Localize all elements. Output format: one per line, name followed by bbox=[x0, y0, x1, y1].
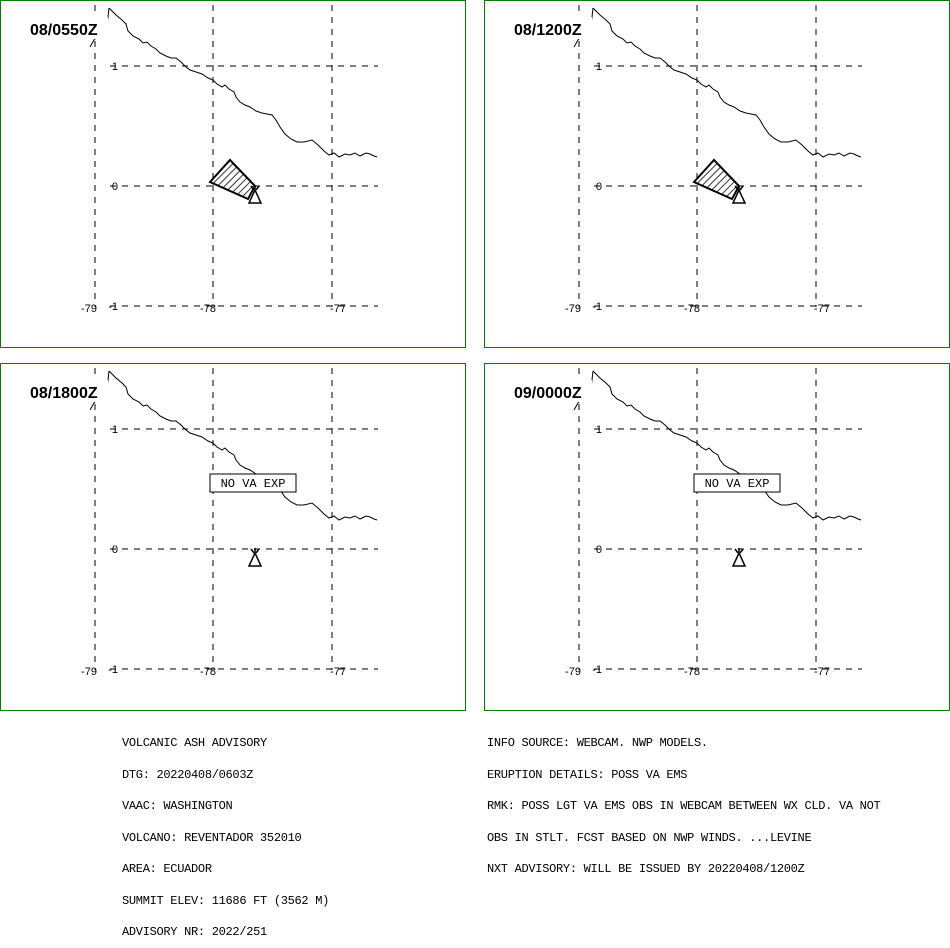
advisory-line: NXT ADVISORY: WILL BE ISSUED BY 20220408… bbox=[487, 862, 805, 876]
latitude-label: 0 bbox=[112, 544, 118, 556]
no-va-text: NO VA EXP bbox=[705, 477, 770, 491]
advisory-line: VAAC: WASHINGTON bbox=[122, 799, 233, 813]
map-panel: 1 0 -1 -79 -78 -77 08/1800Z NO VA EXP bbox=[0, 363, 466, 711]
advisory-line: ADVISORY NR: 2022/251 bbox=[122, 925, 267, 939]
advisory-line: ERUPTION DETAILS: POSS VA EMS bbox=[487, 767, 688, 782]
panel-time-title: 08/1200Z bbox=[514, 22, 582, 39]
panel-frame bbox=[484, 363, 950, 711]
advisory-line: AREA: ECUADOR bbox=[122, 862, 212, 876]
advisory-right-block: INFO SOURCE: WEBCAM. NWP MODELS. ERUPTIO… bbox=[487, 717, 881, 885]
advisory-line: RMK: POSS LGT VA EMS OBS IN WEBCAM BETWE… bbox=[487, 799, 881, 813]
latitude-label: 1 bbox=[596, 424, 602, 436]
coastline bbox=[592, 7, 862, 158]
advisory-left-block: VOLCANIC ASH ADVISORY DTG: 20220408/0603… bbox=[122, 717, 329, 948]
latitude-label: 1 bbox=[112, 424, 118, 436]
title-background bbox=[510, 17, 592, 39]
map-panel: 1 0 -1 -79 -78 -77 09/0000Z NO VA EXP bbox=[484, 363, 950, 711]
longitude-label: -78 bbox=[684, 666, 700, 678]
latitude-label: 0 bbox=[112, 181, 118, 193]
volcano-icon bbox=[247, 548, 263, 567]
advisory-line: VOLCANO: REVENTADOR 352010 bbox=[122, 830, 302, 845]
map-panel: 1 0 -1 -79 -78 -77 08/0550Z bbox=[0, 0, 466, 348]
panel-time-title: 09/0000Z bbox=[514, 385, 582, 402]
no-va-box bbox=[693, 473, 781, 493]
advisory-line: INFO SOURCE: WEBCAM. NWP MODELS. bbox=[487, 736, 708, 750]
longitude-label: -79 bbox=[565, 666, 581, 678]
latitude-label: 1 bbox=[596, 61, 602, 73]
latitude-label: -1 bbox=[592, 664, 602, 676]
latitude-label: -1 bbox=[108, 664, 118, 676]
volcano-icon bbox=[247, 185, 263, 204]
panel-frame bbox=[0, 0, 466, 348]
longitude-label: -78 bbox=[684, 303, 700, 315]
no-va-text: NO VA EXP bbox=[221, 477, 286, 491]
longitude-label: -78 bbox=[200, 666, 216, 678]
no-va-box bbox=[209, 473, 297, 493]
coastline bbox=[108, 370, 378, 521]
forecast-maps: 1 0 -1 -79 -78 -77 08/0550Z 1 0 -1 -79 -78 -77 08/120… bbox=[0, 0, 950, 711]
latitude-label: -1 bbox=[592, 301, 602, 313]
panel-time-title: 08/0550Z bbox=[30, 22, 98, 39]
panel-time-title: 08/1800Z bbox=[30, 385, 98, 402]
longitude-label: -77 bbox=[814, 666, 830, 678]
longitude-label: -77 bbox=[330, 666, 346, 678]
advisory-line: DTG: 20220408/0603Z bbox=[122, 767, 254, 782]
title-background bbox=[510, 380, 592, 402]
panel-frame bbox=[0, 363, 466, 711]
ash-cloud-polygon bbox=[692, 158, 741, 201]
title-background bbox=[26, 17, 108, 39]
map-panel: 1 0 -1 -79 -78 -77 08/1200Z bbox=[484, 0, 950, 348]
longitude-label: -79 bbox=[565, 303, 581, 315]
advisory-line: OBS IN STLT. FCST BASED ON NWP WINDS. ..… bbox=[487, 830, 812, 845]
title-background bbox=[26, 380, 108, 402]
latitude-label: -1 bbox=[108, 301, 118, 313]
volcano-icon bbox=[731, 548, 747, 567]
coastline bbox=[592, 370, 862, 521]
latitude-label: 1 bbox=[112, 61, 118, 73]
longitude-label: -79 bbox=[81, 666, 97, 678]
longitude-label: -79 bbox=[81, 303, 97, 315]
latitude-label: 0 bbox=[596, 544, 602, 556]
longitude-label: -78 bbox=[200, 303, 216, 315]
coastline bbox=[108, 7, 378, 158]
ash-cloud-polygon bbox=[208, 158, 257, 201]
longitude-label: -77 bbox=[330, 303, 346, 315]
advisory-line: VOLCANIC ASH ADVISORY bbox=[122, 736, 267, 750]
longitude-label: -77 bbox=[814, 303, 830, 315]
latitude-label: 0 bbox=[596, 181, 602, 193]
advisory-line: SUMMIT ELEV: 11686 FT (3562 M) bbox=[122, 893, 330, 908]
volcano-icon bbox=[731, 185, 747, 204]
